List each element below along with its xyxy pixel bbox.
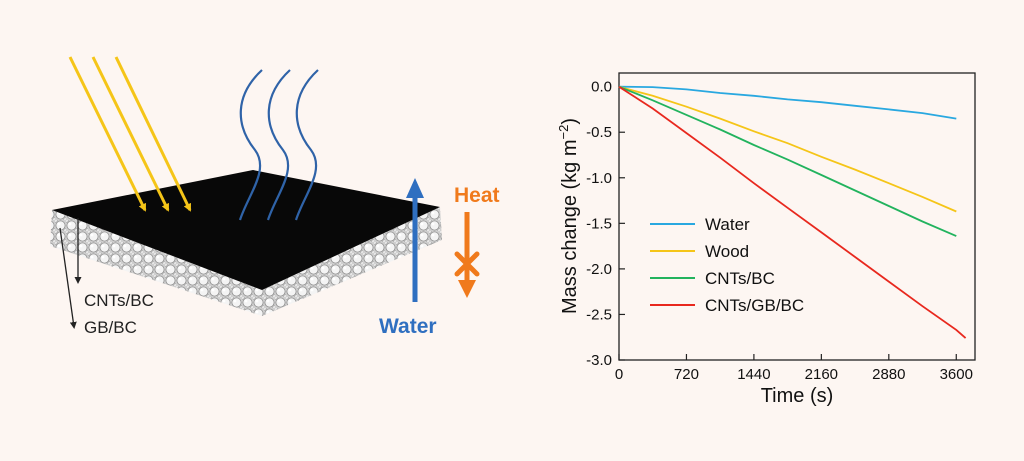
- y-axis-label: Mass change (kg m−2): [556, 118, 581, 314]
- y-tick-label: -0.5: [586, 124, 612, 141]
- y-tick-label: -3.0: [586, 352, 612, 369]
- x-tick-label: 1440: [737, 366, 770, 383]
- legend-label: CNTs/GB/BC: [705, 296, 804, 315]
- heat-arrowhead: [458, 280, 476, 298]
- heat-block-cross-icon: [454, 251, 480, 277]
- vapor-lines: [238, 69, 319, 221]
- x-axis-label: Time (s): [761, 385, 834, 407]
- series-lines: [618, 85, 967, 339]
- x-tick-label: 0: [615, 366, 623, 383]
- evaporator-schematic: CNTs/BC GB/BC Water Heat: [50, 56, 500, 338]
- y-tick-label: -2.5: [586, 306, 612, 323]
- y-axis-label-close: ): [559, 118, 581, 125]
- x-axis-ticks: 0 720 1440 2160 2880 3600: [615, 354, 973, 383]
- heat-label: Heat: [454, 184, 500, 207]
- y-tick-label: -2.0: [586, 261, 612, 278]
- vapor-line: [266, 69, 291, 221]
- legend-label: Water: [705, 215, 750, 234]
- sunlight-rays: [68, 56, 192, 212]
- x-tick-label: 3600: [940, 366, 973, 383]
- y-tick-label: 0.0: [591, 79, 612, 96]
- series-line-cnts-gb-bc: [618, 85, 967, 339]
- sunlight-ray: [114, 56, 192, 212]
- sunlight-ray: [91, 56, 170, 212]
- y-axis-ticks: 0.0 -0.5 -1.0 -1.5 -2.0 -2.5 -3.0: [586, 79, 625, 369]
- layer-label-gb-bc: GB/BC: [84, 318, 137, 337]
- layer-label-cnts-bc: CNTs/BC: [84, 291, 154, 310]
- vapor-line: [238, 69, 263, 221]
- series-line-water: [618, 85, 957, 120]
- y-axis-label-sup: −2: [556, 125, 571, 140]
- series-line-wood: [618, 85, 957, 213]
- plot-frame: [618, 72, 976, 361]
- absorber-top-surface: [52, 170, 440, 290]
- y-axis-label-main: Mass change (kg m: [559, 139, 581, 314]
- sunlight-ray: [68, 56, 147, 212]
- y-tick-label: -1.0: [586, 170, 612, 187]
- legend-label: CNTs/BC: [705, 269, 775, 288]
- bead-layer-right-face: [262, 207, 442, 316]
- water-label: Water: [379, 315, 437, 338]
- series-line-cnts-bc: [618, 85, 957, 237]
- y-tick-label: -1.5: [586, 215, 612, 232]
- bead-layer-left-face: [50, 210, 262, 316]
- water-arrowhead: [406, 178, 424, 198]
- legend-label: Wood: [705, 242, 749, 261]
- x-tick-label: 2880: [872, 366, 905, 383]
- x-tick-label: 720: [674, 366, 699, 383]
- legend: Water Wood CNTs/BC CNTs/GB/BC: [650, 215, 804, 315]
- vapor-line: [294, 69, 319, 221]
- leader-line-gb: [59, 227, 77, 329]
- x-tick-label: 2160: [805, 366, 838, 383]
